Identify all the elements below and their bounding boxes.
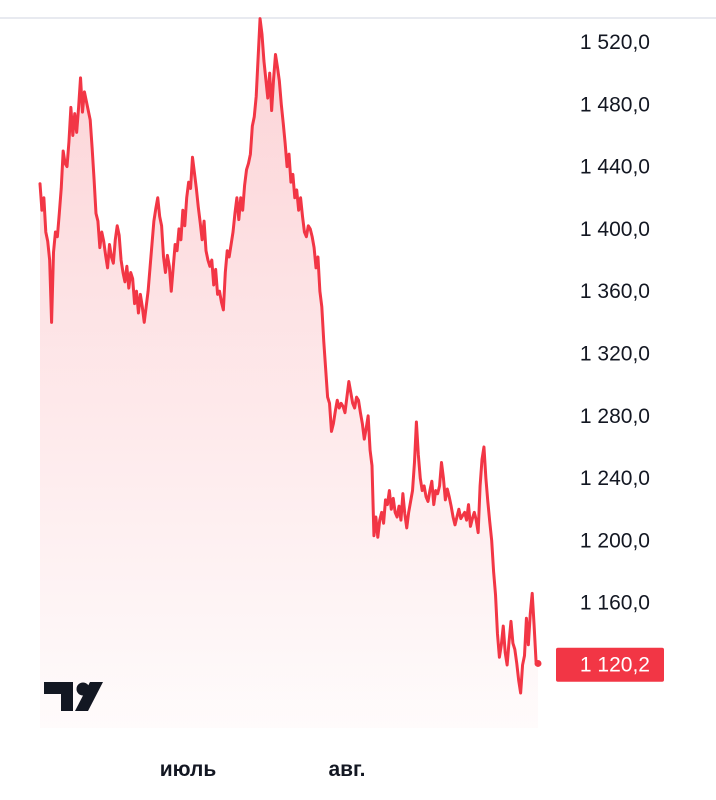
last-price-dot	[534, 659, 542, 667]
y-tick-label: 1 520,0	[580, 31, 650, 54]
price-area-fill	[40, 18, 538, 728]
y-axis: 1 520,0 1 480,0 1 440,0 1 400,0 1 360,0 1 320…	[580, 31, 650, 615]
last-price-badge	[556, 647, 664, 682]
y-tick-label: 1 200,0	[580, 529, 650, 552]
last-price-label: 1 120,2	[556, 647, 664, 682]
last-price-value: 1 120,2	[580, 654, 650, 677]
y-tick-label: 1 320,0	[580, 343, 650, 366]
y-tick-label: 1 440,0	[580, 156, 650, 179]
x-axis: июль авг.	[160, 758, 366, 781]
x-tick-label-august: авг.	[328, 758, 365, 781]
y-tick-label: 1 480,0	[580, 93, 650, 116]
y-tick-label: 1 240,0	[580, 467, 650, 490]
y-tick-label: 1 400,0	[580, 218, 650, 241]
y-tick-label: 1 360,0	[580, 280, 650, 303]
x-tick-label-july: июль	[160, 758, 217, 781]
y-tick-label: 1 280,0	[580, 405, 650, 428]
tradingview-logo-icon	[44, 682, 103, 711]
price-line	[38, 17, 540, 695]
y-tick-label: 1 160,0	[580, 592, 650, 615]
